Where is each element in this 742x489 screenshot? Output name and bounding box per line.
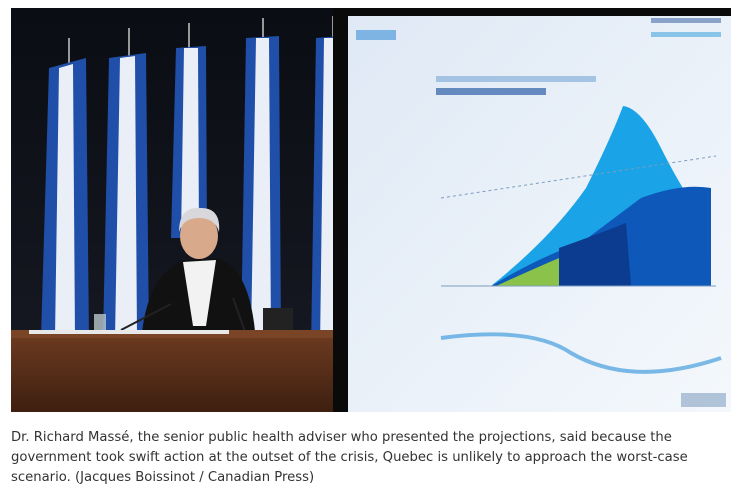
photo-caption: Dr. Richard Massé, the senior public hea…	[11, 430, 688, 485]
screen	[333, 8, 731, 412]
news-photo	[11, 8, 731, 412]
speaker	[94, 207, 293, 349]
papers	[29, 330, 229, 334]
desk	[11, 336, 343, 412]
